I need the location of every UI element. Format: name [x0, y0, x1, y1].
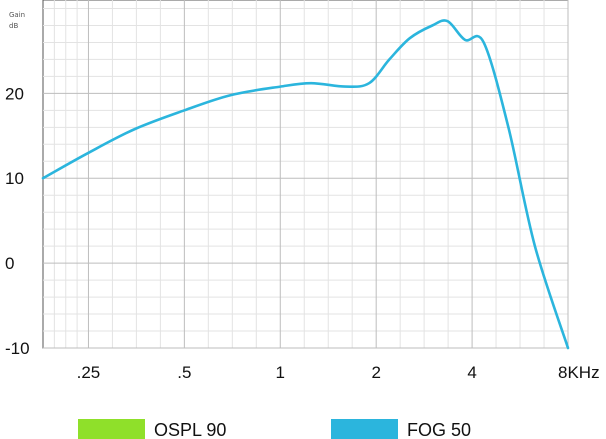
legend-label: FOG 50 [407, 420, 471, 439]
x-tick-label: 2 [371, 363, 380, 382]
y-axis-ticks: 20 10 0 -10 [5, 84, 30, 358]
y-tick-label: 20 [5, 84, 24, 103]
legend-label: OSPL 90 [154, 420, 226, 439]
x-tick-label: .5 [177, 363, 191, 382]
y-tick-label: -10 [5, 339, 30, 358]
x-axis-ticks: .25 .5 1 2 4 8KHz [77, 363, 600, 382]
y-tick-label: 0 [5, 254, 14, 273]
major-grid [43, 0, 569, 349]
legend-swatch [331, 419, 398, 439]
y-unit-label: Gain [9, 11, 25, 19]
y-axis-label: Gain dB [9, 11, 25, 30]
minor-grid [43, 0, 568, 348]
x-tick-label: 8KHz [558, 363, 600, 382]
legend-swatch [78, 419, 145, 439]
plot-area [42, 0, 569, 349]
x-tick-label: 4 [467, 363, 476, 382]
x-tick-label: 1 [276, 363, 285, 382]
series-line-1 [41, 19, 570, 350]
y-unit-label: dB [9, 22, 18, 30]
y-tick-label: 10 [5, 169, 24, 188]
legend: OSPL 90 FOG 50 [78, 419, 471, 439]
x-tick-label: .25 [77, 363, 101, 382]
series-layer [41, 19, 570, 350]
